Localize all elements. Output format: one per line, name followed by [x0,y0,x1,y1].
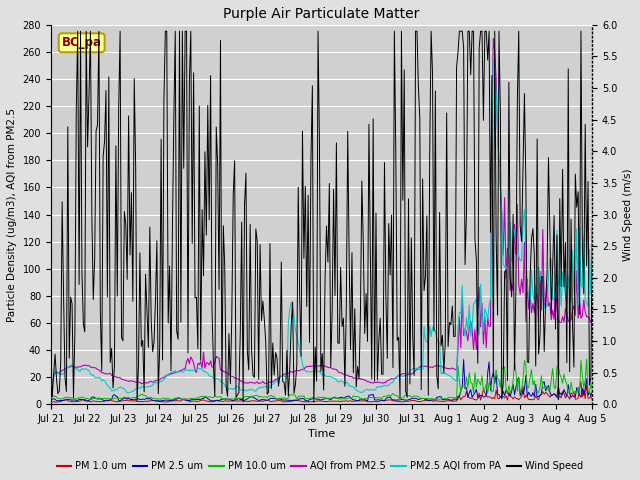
Y-axis label: Wind Speed (m/s): Wind Speed (m/s) [623,168,633,261]
Title: Purple Air Particulate Matter: Purple Air Particulate Matter [223,7,420,21]
X-axis label: Time: Time [308,430,335,440]
Legend: PM 1.0 um, PM 2.5 um, PM 10.0 um, AQI from PM2.5, PM2.5 AQI from PA, Wind Speed: PM 1.0 um, PM 2.5 um, PM 10.0 um, AQI fr… [53,457,587,475]
Y-axis label: Particle Density (ug/m3), AQI from PM2.5: Particle Density (ug/m3), AQI from PM2.5 [7,108,17,322]
Text: BC_pa: BC_pa [61,36,102,49]
